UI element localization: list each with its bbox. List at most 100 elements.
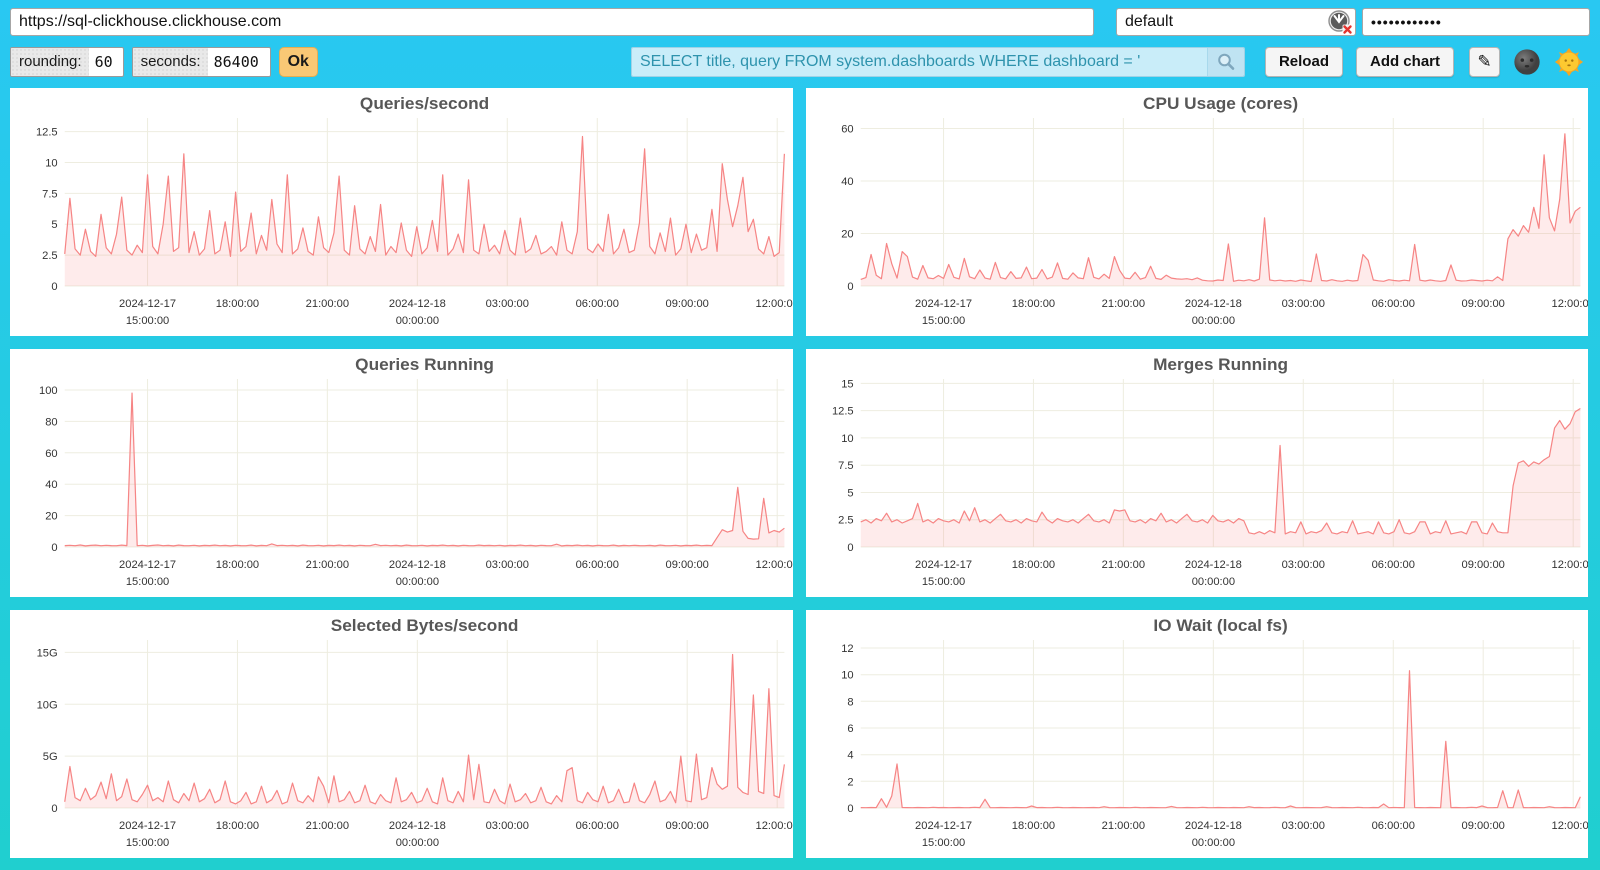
x-tick-label: 15:00:00: [921, 315, 964, 327]
y-tick-label: 5: [51, 219, 57, 231]
x-tick-label: 12:00:00: [756, 820, 793, 832]
x-tick-label: 00:00:00: [396, 315, 439, 327]
series-area: [64, 136, 785, 286]
dashboard-query-wrap: [630, 46, 1245, 77]
series-line: [64, 392, 785, 547]
y-tick-label: 10: [841, 670, 853, 682]
y-tick-label: 12.5: [831, 406, 853, 418]
rounding-field: rounding:: [10, 46, 124, 77]
series-area: [64, 393, 785, 547]
series-line: [64, 135, 785, 257]
x-tick-label: 21:00:00: [1101, 298, 1144, 310]
x-tick-label: 21:00:00: [306, 820, 349, 832]
y-tick-label: 100: [39, 385, 58, 397]
x-tick-label: 03:00:00: [486, 559, 529, 571]
y-tick-label: 2.5: [838, 515, 853, 527]
x-tick-label: 06:00:00: [576, 820, 619, 832]
reload-button[interactable]: Reload: [1264, 46, 1343, 77]
x-tick-label: 03:00:00: [486, 820, 529, 832]
sun-face-icon: [1554, 47, 1584, 76]
x-tick-label: 03:00:00: [486, 298, 529, 310]
series-area: [860, 670, 1580, 808]
x-tick-label: 06:00:00: [576, 298, 619, 310]
x-tick-label: 12:00:00: [1551, 298, 1588, 310]
chart-title: Merges Running: [1153, 355, 1288, 374]
x-tick-label: 15:00:00: [921, 576, 964, 588]
light-theme-toggle[interactable]: [1554, 47, 1584, 77]
series-line: [860, 133, 1581, 283]
x-tick-label: 12:00:00: [1551, 820, 1588, 832]
y-tick-label: 80: [45, 416, 57, 428]
y-tick-label: 7.5: [838, 460, 853, 472]
chart-plot: 2024-12-17 15:00:00 18:00:00 21:00:00 2024-1…: [831, 355, 1588, 588]
connection-bar: [0, 0, 1600, 36]
y-tick-label: 60: [841, 124, 853, 136]
chart-title: IO Wait (local fs): [1153, 616, 1287, 635]
search-button[interactable]: [1206, 47, 1244, 76]
chart-card: 2024-12-17 15:00:00 18:00:00 21:00:00 2024-1…: [10, 349, 793, 597]
x-tick-label: 00:00:00: [396, 576, 439, 588]
x-tick-label: 2024-12-17: [915, 559, 972, 571]
x-tick-label: 00:00:00: [1191, 315, 1234, 327]
ok-button[interactable]: Ok: [278, 46, 318, 77]
dashboard-query-input[interactable]: [631, 47, 1207, 76]
x-tick-label: 18:00:00: [216, 298, 259, 310]
x-tick-label: 09:00:00: [666, 298, 709, 310]
x-tick-label: 15:00:00: [126, 576, 169, 588]
x-tick-label: 2024-12-18: [1184, 820, 1241, 832]
dashboard-grid: 2024-12-17 15:00:00 18:00:00 21:00:00 2024-1…: [0, 77, 1600, 858]
y-tick-label: 0: [51, 803, 57, 815]
x-tick-label: 2024-12-17: [915, 298, 972, 310]
password-input[interactable]: [1362, 8, 1590, 36]
chart-title: CPU Usage (cores): [1143, 94, 1298, 113]
y-tick-label: 10: [45, 158, 57, 170]
series-line: [860, 670, 1581, 809]
x-tick-label: 18:00:00: [1011, 820, 1054, 832]
url-input[interactable]: [10, 8, 1094, 36]
x-tick-label: 06:00:00: [1371, 820, 1414, 832]
magnifier-icon: [1218, 53, 1235, 70]
x-tick-label: 21:00:00: [1101, 820, 1144, 832]
x-tick-label: 21:00:00: [306, 559, 349, 571]
x-tick-label: 12:00:00: [1551, 559, 1588, 571]
y-tick-label: 6: [847, 723, 853, 735]
seconds-field: seconds:: [131, 46, 271, 77]
dark-theme-toggle[interactable]: [1512, 47, 1542, 77]
x-tick-label: 2024-12-17: [119, 820, 176, 832]
x-tick-label: 2024-12-17: [119, 298, 176, 310]
y-tick-label: 5: [847, 488, 853, 500]
rounding-input[interactable]: [88, 52, 123, 71]
x-tick-label: 12:00:00: [756, 559, 793, 571]
y-tick-label: 10: [841, 433, 853, 445]
x-tick-label: 2024-12-18: [389, 820, 446, 832]
add-chart-button[interactable]: Add chart: [1355, 46, 1454, 77]
x-tick-label: 2024-12-18: [389, 559, 446, 571]
y-tick-label: 20: [841, 229, 853, 241]
x-tick-label: 09:00:00: [666, 820, 709, 832]
series-area: [64, 654, 785, 808]
y-tick-label: 60: [45, 448, 57, 460]
moon-face-icon: [1514, 48, 1540, 75]
x-tick-label: 2024-12-18: [1184, 298, 1241, 310]
chart-card: 2024-12-17 15:00:00 18:00:00 21:00:00 2024-1…: [805, 610, 1588, 858]
x-tick-label: 06:00:00: [1371, 559, 1414, 571]
x-tick-label: 00:00:00: [1191, 576, 1234, 588]
y-tick-label: 10G: [37, 699, 58, 711]
chart-card: 2024-12-17 15:00:00 18:00:00 21:00:00 2024-1…: [805, 88, 1588, 336]
x-tick-label: 21:00:00: [1101, 559, 1144, 571]
y-tick-label: 0: [51, 542, 57, 554]
rounding-label: rounding:: [11, 47, 89, 76]
series-area: [860, 133, 1580, 286]
seconds-input[interactable]: [207, 52, 270, 71]
chart-card: 2024-12-17 15:00:00 18:00:00 21:00:00 2024-1…: [805, 349, 1588, 597]
y-tick-label: 40: [841, 176, 853, 188]
y-tick-label: 7.5: [42, 188, 57, 200]
x-tick-label: 00:00:00: [396, 837, 439, 849]
series-line: [859, 407, 1581, 535]
chart-plot: 2024-12-17 15:00:00 18:00:00 21:00:00 2024-1…: [841, 616, 1588, 849]
y-tick-label: 0: [847, 542, 853, 554]
controls-bar: rounding: seconds: Ok Reload Add chart ✎: [0, 36, 1600, 77]
edit-button[interactable]: ✎: [1469, 46, 1500, 77]
y-tick-label: 15: [841, 378, 853, 390]
user-input[interactable]: [1116, 8, 1356, 36]
